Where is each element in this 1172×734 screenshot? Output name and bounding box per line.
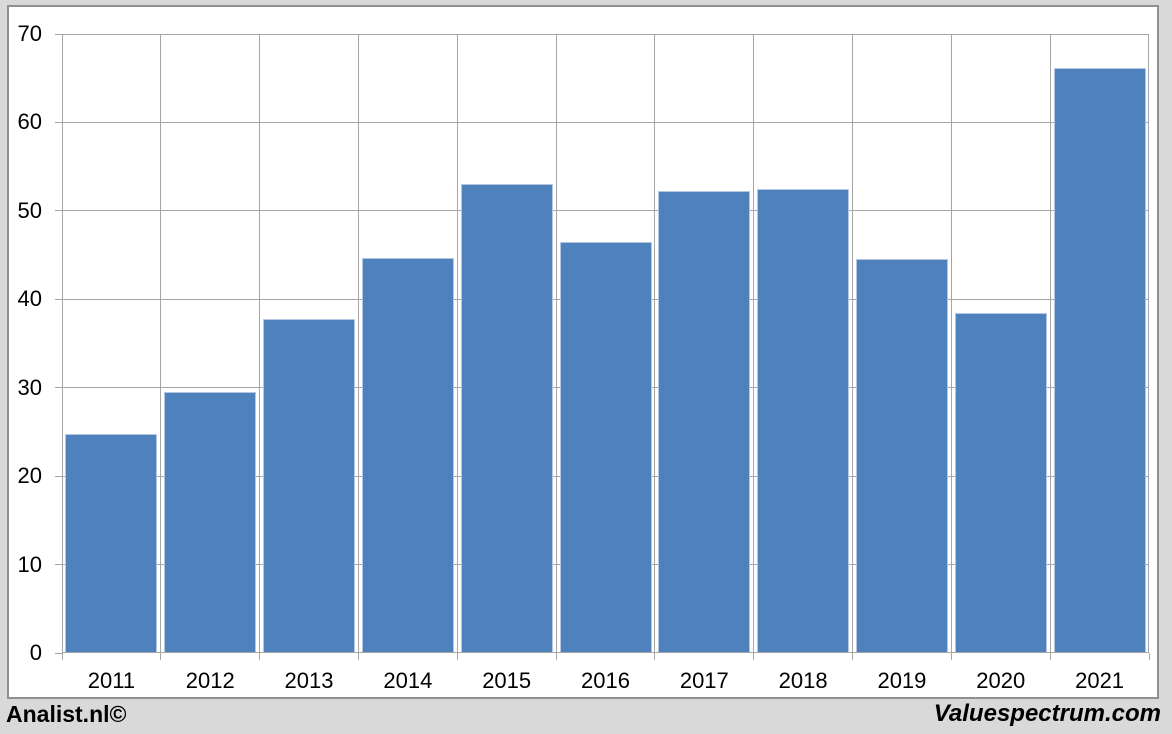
bar-2011 (65, 433, 158, 652)
bar-2021 (1053, 67, 1146, 652)
y-axis-tick (55, 652, 62, 654)
v-gridline (753, 34, 755, 653)
x-axis-tick (1148, 653, 1150, 660)
x-axis-label: 2012 (185, 668, 235, 693)
bar-2014 (361, 257, 454, 652)
x-axis-tick (555, 653, 557, 660)
y-axis-label: 40 (17, 286, 42, 312)
bar-2015 (460, 184, 553, 652)
bar-2013 (263, 318, 356, 652)
x-axis-label: 2015 (482, 668, 532, 693)
v-gridline (555, 34, 557, 653)
y-axis-label: 60 (17, 109, 42, 135)
y-axis-label: 10 (17, 551, 42, 577)
bar-2017 (658, 191, 751, 652)
v-gridline (950, 34, 952, 653)
x-axis-tick (753, 653, 755, 660)
v-gridline (160, 34, 162, 653)
x-axis-label: 2021 (1075, 668, 1125, 693)
y-axis-tick (55, 475, 62, 477)
y-axis-label: 70 (17, 21, 42, 46)
bar-2016 (559, 241, 652, 652)
x-axis-label: 2014 (383, 668, 433, 693)
v-gridline (456, 34, 458, 653)
bar-2012 (164, 392, 257, 652)
x-axis-label: 2018 (778, 668, 828, 693)
y-axis-label: 50 (17, 197, 42, 223)
y-axis-tick (55, 387, 62, 389)
v-gridline (654, 34, 656, 653)
v-gridline (259, 34, 261, 653)
x-axis-label: 2019 (877, 668, 927, 693)
plot-area (62, 34, 1149, 653)
x-axis-tick (259, 653, 261, 660)
x-axis-tick (852, 653, 854, 660)
h-gridline (62, 210, 1149, 212)
x-axis-tick (61, 653, 63, 660)
x-axis-tick (357, 653, 359, 660)
x-axis-label: 2016 (581, 668, 630, 693)
y-axis-label: 0 (29, 640, 42, 665)
v-gridline (1049, 34, 1051, 653)
v-gridline (357, 34, 359, 653)
x-axis-label: 2017 (679, 668, 729, 693)
x-axis-tick (1049, 653, 1051, 660)
x-axis-label: 2011 (87, 668, 136, 693)
bar-2018 (757, 188, 850, 652)
x-axis-label: 2013 (284, 668, 334, 693)
x-axis-tick (950, 653, 952, 660)
y-axis-tick (55, 210, 62, 212)
y-axis-tick (55, 33, 62, 35)
x-axis-tick (160, 653, 162, 660)
valuespectrum-logo-text: Valuespectrum.com (933, 700, 1161, 727)
y-axis-tick (55, 298, 62, 300)
y-axis-label: 30 (17, 374, 42, 400)
x-axis-label: 2020 (976, 668, 1026, 693)
y-axis-tick (55, 564, 62, 566)
v-gridline (852, 34, 854, 653)
analist-logo-text: Analist.nl© (6, 701, 127, 727)
h-gridline (62, 121, 1149, 123)
x-axis-tick (654, 653, 656, 660)
y-axis-label: 20 (17, 463, 42, 489)
bar-2019 (855, 258, 948, 652)
y-axis-tick (55, 121, 62, 123)
bar-2020 (954, 313, 1047, 652)
x-axis-tick (456, 653, 458, 660)
